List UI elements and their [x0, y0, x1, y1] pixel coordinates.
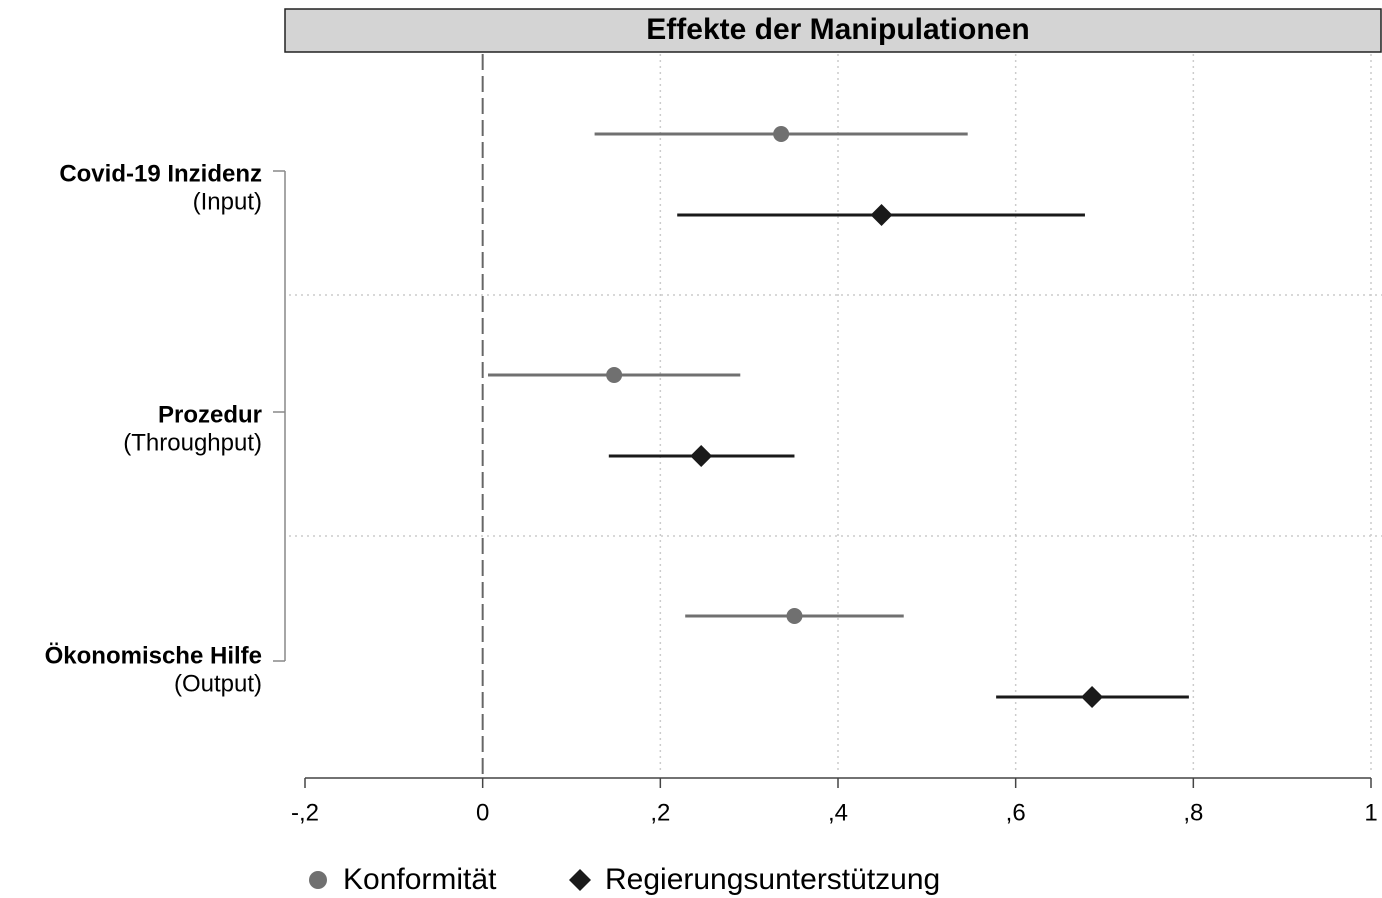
x-tick-label: ,4 — [828, 799, 848, 826]
x-tick-label: ,8 — [1183, 799, 1203, 826]
point — [786, 608, 803, 624]
point — [773, 126, 790, 142]
point — [690, 445, 713, 467]
title-box — [284, 8, 1382, 53]
legend-label: Konformität — [343, 863, 497, 896]
legend-marker — [309, 871, 327, 889]
category-label: Ökonomische Hilfe — [45, 642, 262, 669]
point — [870, 204, 893, 226]
x-tick-label: ,6 — [1006, 799, 1026, 826]
legend-label: Regierungsunterstützung — [605, 863, 940, 896]
x-tick-label: 0 — [476, 799, 489, 826]
category-label: Covid-19 Inzidenz — [59, 160, 262, 187]
category-sublabel: (Throughput) — [123, 429, 262, 456]
chart-title: Effekte der Manipulationen — [646, 13, 1029, 46]
category-sublabel: (Output) — [174, 670, 262, 697]
category-label: Prozedur — [158, 401, 262, 428]
point — [1081, 686, 1104, 708]
x-tick-label: ,2 — [650, 799, 670, 826]
x-tick-label: 1 — [1364, 799, 1377, 826]
point — [606, 367, 623, 383]
x-tick-label: -,2 — [291, 799, 319, 826]
category-sublabel: (Input) — [193, 188, 262, 215]
legend-marker — [569, 869, 591, 891]
